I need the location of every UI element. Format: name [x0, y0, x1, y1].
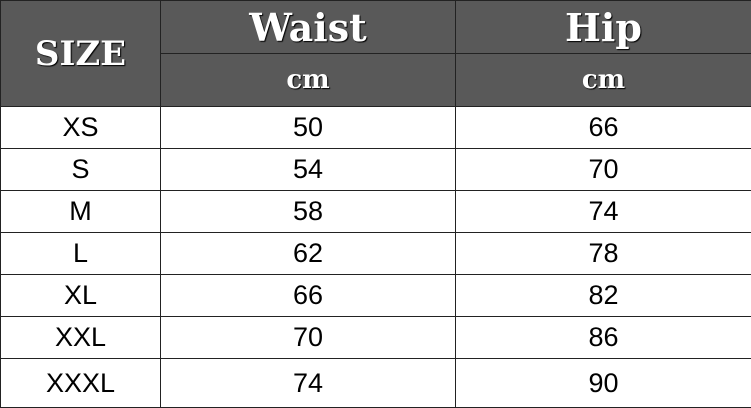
cell-size: XS: [0, 106, 161, 149]
cell-hip: 90: [455, 358, 751, 408]
table-row: L 62 78: [0, 232, 751, 275]
cell-waist: 62: [160, 232, 456, 275]
table-row: XXL 70 86: [0, 316, 751, 359]
cell-waist: 54: [160, 148, 456, 191]
cell-waist: 50: [160, 106, 456, 149]
cell-size: S: [0, 148, 161, 191]
table-row: XXXL 74 90: [0, 358, 751, 408]
cell-waist: 58: [160, 190, 456, 233]
cell-waist: 70: [160, 316, 456, 359]
cell-hip: 86: [455, 316, 751, 359]
cell-size: XL: [0, 274, 161, 317]
cell-waist: 66: [160, 274, 456, 317]
cell-hip: 70: [455, 148, 751, 191]
cell-hip: 82: [455, 274, 751, 317]
cell-size: M: [0, 190, 161, 233]
header-hip: Hip: [455, 0, 751, 54]
header-waist: Waist: [160, 0, 456, 54]
header-waist-unit: cm: [160, 53, 456, 107]
table-row: S 54 70: [0, 148, 751, 191]
table-row: XS 50 66: [0, 106, 751, 149]
cell-hip: 74: [455, 190, 751, 233]
table-row: M 58 74: [0, 190, 751, 233]
cell-waist: 74: [160, 358, 456, 408]
cell-hip: 78: [455, 232, 751, 275]
cell-size: XXL: [0, 316, 161, 359]
header-hip-unit: cm: [455, 53, 751, 107]
table-row: XL 66 82: [0, 274, 751, 317]
header-size: SIZE: [0, 0, 161, 107]
cell-hip: 66: [455, 106, 751, 149]
cell-size: XXXL: [0, 358, 161, 408]
cell-size: L: [0, 232, 161, 275]
